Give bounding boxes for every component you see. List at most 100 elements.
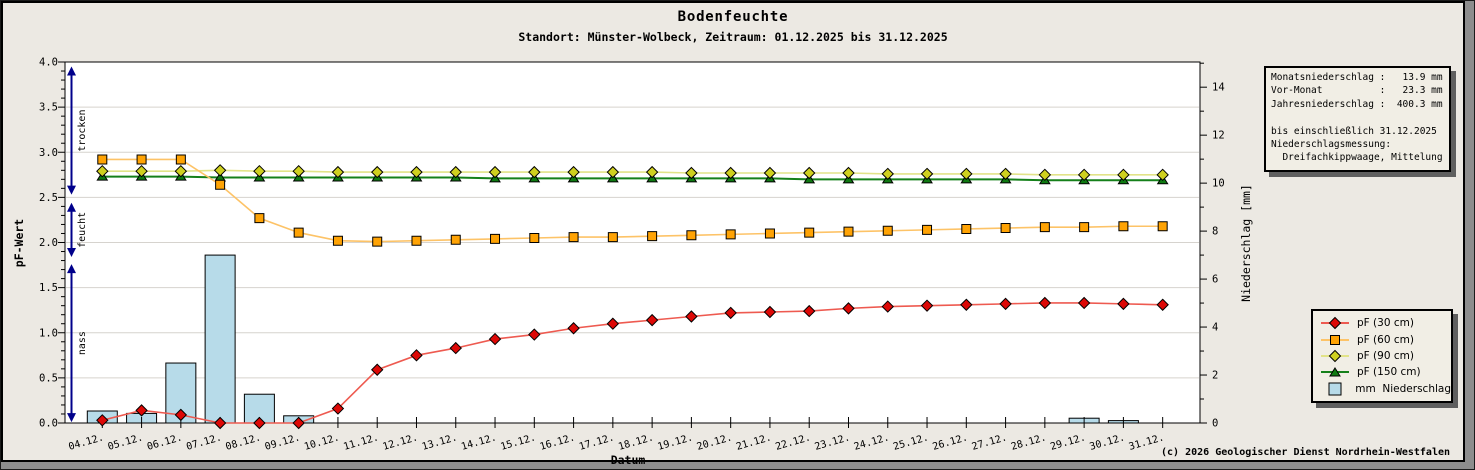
left-axis-title: pF-Wert xyxy=(12,218,26,268)
pf60-marker xyxy=(961,223,972,234)
pf60-marker xyxy=(529,232,540,243)
precip-bar xyxy=(204,254,236,424)
pf60-marker xyxy=(411,235,422,246)
x-tick-label: 11.12. xyxy=(342,432,380,453)
chart-title: Bodenfeuchte xyxy=(677,9,789,25)
left-tick-label: 1.0 xyxy=(39,327,58,339)
pf60-marker xyxy=(97,154,108,165)
plot-area: trocken feucht nass 0.0 0.5 1.0 1.5 2.0 2.5 3.0 3.… xyxy=(39,57,1225,453)
legend-item: pF (30 cm) xyxy=(1313,315,1451,331)
zone-arrow-head xyxy=(67,202,76,212)
bar-legend-marker xyxy=(1328,382,1342,396)
legend-item-label: mm Niederschlag xyxy=(1355,382,1451,395)
pf90-marker xyxy=(488,165,502,179)
left-tick-label: 2.0 xyxy=(39,237,58,249)
zone-arrow-head xyxy=(67,413,76,423)
pf30-marker xyxy=(331,402,345,415)
zone-arrow-head xyxy=(67,185,76,195)
right-tick-label: 6 xyxy=(1212,274,1218,286)
pf30-line xyxy=(102,302,1163,424)
pf30-marker xyxy=(960,298,973,311)
pf30-marker xyxy=(174,408,188,422)
pf90-marker xyxy=(1117,168,1130,182)
legend-item-label: pF (60 cm) xyxy=(1357,333,1414,346)
pf60-marker xyxy=(764,228,775,239)
legend-box: pF (30 cm) pF (60 cm) pF (90 cm) pF (150 cm… xyxy=(1311,309,1453,403)
pf90-marker xyxy=(685,166,698,180)
pf90-marker xyxy=(999,167,1012,181)
x-tick-label: 26.12. xyxy=(931,432,969,453)
pf90-marker xyxy=(881,167,894,181)
pf60-marker xyxy=(136,154,147,165)
right-tick-label: 2 xyxy=(1212,370,1218,382)
pf90-marker xyxy=(410,165,423,179)
pf60-marker xyxy=(332,235,343,246)
pf30-marker xyxy=(567,322,580,335)
left-tick-label: 3.5 xyxy=(39,102,58,114)
pf150-line xyxy=(102,175,1163,182)
pf90-marker xyxy=(1156,168,1169,182)
right-tick-label: 12 xyxy=(1212,130,1225,142)
legend-item: pF (60 cm) xyxy=(1313,331,1451,347)
pf90-marker xyxy=(371,165,384,179)
pf60-marker xyxy=(450,234,461,245)
x-tick-label: 25.12. xyxy=(892,432,930,453)
x-tick-label: 17.12. xyxy=(578,432,616,453)
pf60-marker xyxy=(804,227,815,238)
pf90-marker xyxy=(1038,168,1052,182)
pf60-marker xyxy=(1039,222,1050,233)
pf60-marker xyxy=(254,213,265,224)
pf30-marker xyxy=(842,302,855,315)
pf90-marker xyxy=(960,167,973,181)
left-tick-label: 4.0 xyxy=(39,57,58,69)
zone-arrow-head xyxy=(67,264,76,274)
pf30-marker xyxy=(1156,298,1169,311)
pf30-marker xyxy=(135,404,148,417)
pf90-marker xyxy=(724,166,737,180)
pf30-marker xyxy=(724,306,737,320)
left-tick-label: 1.5 xyxy=(39,282,58,294)
zone-arrow-head xyxy=(67,247,76,257)
x-tick-label: 30.12. xyxy=(1088,432,1126,453)
pf30-marker xyxy=(920,299,934,312)
pf30-marker xyxy=(213,416,227,430)
zone-arrow-head xyxy=(67,66,76,76)
square-legend-marker xyxy=(1321,334,1349,345)
pf60-marker xyxy=(922,224,933,235)
chart-subtitle: Standort: Münster-Wolbeck, Zeitraum: 01.… xyxy=(518,30,948,44)
legend-item-label: pF (90 cm) xyxy=(1357,349,1414,362)
zone-label: trocken xyxy=(77,110,88,152)
pf90-marker xyxy=(920,167,934,181)
pf60-marker xyxy=(882,225,893,236)
pf30-marker xyxy=(1117,297,1130,311)
legend-item-label: pF (150 cm) xyxy=(1357,366,1421,379)
x-tick-label: 10.12. xyxy=(303,432,341,453)
diamond-legend-marker xyxy=(1321,349,1349,363)
left-tick-label: 3.0 xyxy=(39,147,58,159)
pf90-marker xyxy=(645,165,659,179)
pf60-marker xyxy=(725,229,736,240)
x-tick-label: 08.12. xyxy=(224,432,262,453)
pf30-marker xyxy=(999,297,1012,311)
x-tick-label: 13.12. xyxy=(421,432,459,453)
pf90-marker xyxy=(96,164,109,178)
legend-item: pF (150 cm) xyxy=(1313,364,1451,380)
zone-label: nass xyxy=(77,331,88,355)
pf90-marker xyxy=(213,164,227,177)
x-tick-label: 20.12. xyxy=(696,432,734,453)
pf30-marker xyxy=(803,304,816,318)
pf60-marker xyxy=(1079,222,1090,233)
pf30-marker xyxy=(96,414,109,427)
right-tick-label: 14 xyxy=(1212,82,1225,94)
x-tick-label: 04.12. xyxy=(67,432,105,453)
pf30-marker xyxy=(685,310,698,323)
pf60-line xyxy=(102,158,1163,243)
pf30-marker xyxy=(410,349,423,362)
pf90-marker xyxy=(803,166,816,180)
x-tick-label: 16.12. xyxy=(539,432,577,453)
copyright-notice: (c) 2026 Geologischer Dienst Nordrhein-W… xyxy=(1161,447,1450,458)
pf60-marker xyxy=(843,226,854,237)
pf30-marker xyxy=(371,363,384,376)
